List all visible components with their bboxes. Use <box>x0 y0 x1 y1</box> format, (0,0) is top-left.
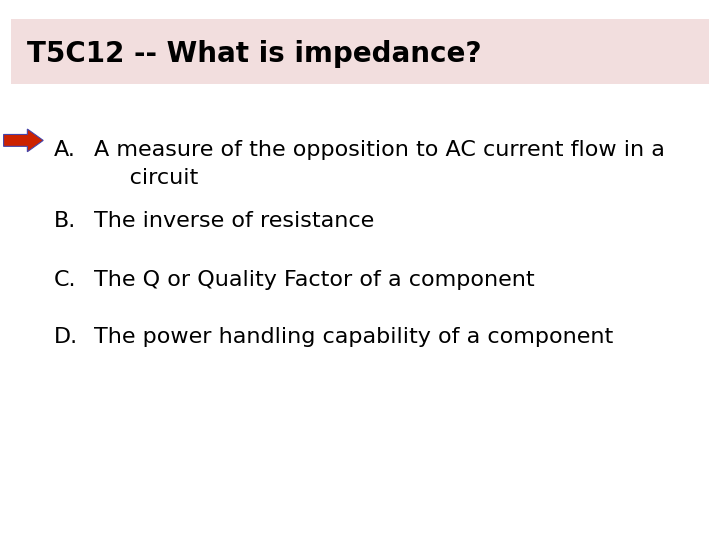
Text: A.: A. <box>54 140 76 160</box>
Text: B.: B. <box>54 211 76 231</box>
Text: D.: D. <box>54 327 78 347</box>
Text: T5C12 -- What is impedance?: T5C12 -- What is impedance? <box>27 40 482 68</box>
Bar <box>11 19 709 84</box>
Text: The inverse of resistance: The inverse of resistance <box>94 211 374 231</box>
FancyArrow shape <box>4 129 43 152</box>
Text: A measure of the opposition to AC current flow in a
     circuit: A measure of the opposition to AC curren… <box>94 140 665 188</box>
Text: The Q or Quality Factor of a component: The Q or Quality Factor of a component <box>94 270 534 290</box>
Text: The power handling capability of a component: The power handling capability of a compo… <box>94 327 613 347</box>
Text: C.: C. <box>54 270 76 290</box>
